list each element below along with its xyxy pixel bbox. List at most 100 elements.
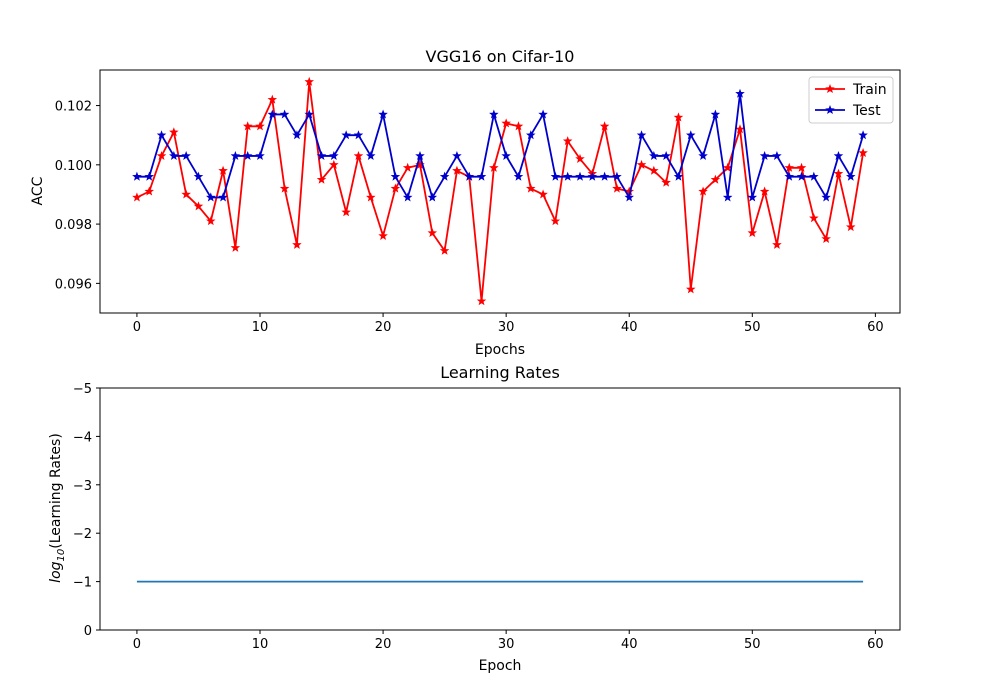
test-point: [784, 171, 794, 181]
train-point: [562, 136, 573, 146]
test-point: [402, 192, 413, 202]
test-point: [439, 171, 450, 181]
lr-plot-frame: [99, 387, 901, 631]
acc-xtick-label: 60: [867, 320, 884, 335]
train-point: [747, 227, 758, 238]
test-point: [156, 130, 167, 140]
acc-legend: Train Test: [808, 76, 894, 124]
train-point: [230, 242, 241, 252]
lr-yticks: 0 −1 −2 −3 −4 −5: [73, 382, 100, 639]
test-point: [686, 130, 696, 140]
test-point: [390, 171, 401, 181]
lr-xaxis-label: Epoch: [479, 658, 522, 674]
train-point: [267, 94, 278, 104]
train-point: [415, 159, 425, 169]
train-point: [673, 112, 684, 122]
test-point: [452, 150, 462, 160]
train-point: [809, 213, 819, 223]
lr-xtick-label: 30: [498, 637, 515, 652]
train-point: [390, 183, 401, 193]
lr-ytick-label: −3: [73, 479, 92, 494]
train-point: [550, 216, 561, 226]
test-point: [575, 171, 585, 181]
train-point: [489, 162, 499, 172]
acc-xaxis-label: Epochs: [475, 342, 525, 358]
test-point: [858, 130, 868, 140]
train-point: [501, 118, 511, 128]
train-point: [427, 227, 438, 238]
lr-xtick-label: 20: [375, 637, 392, 652]
test-point: [550, 171, 561, 181]
lr-chart: Learning Rates Epoch log10(Learning Rate…: [48, 363, 901, 674]
test-point: [489, 109, 499, 119]
lr-xtick-label: 50: [744, 637, 761, 652]
test-point: [292, 130, 302, 140]
test-point: [218, 192, 228, 202]
lr-xticks: 0 10 20 30 40 50 60: [133, 630, 884, 652]
train-point: [661, 177, 671, 187]
train-point: [439, 245, 450, 255]
train-point: [156, 150, 167, 160]
acc-yticks: 0.096 0.098 0.100 0.102: [55, 100, 100, 292]
test-point: [698, 150, 708, 160]
train-point: [636, 159, 647, 169]
test-point: [169, 150, 179, 160]
test-point: [427, 192, 438, 202]
test-point: [378, 109, 388, 119]
train-point: [304, 76, 314, 86]
test-point: [538, 109, 548, 119]
test-point: [599, 171, 610, 181]
train-point: [722, 162, 733, 172]
test-point: [267, 109, 278, 119]
train-point: [255, 121, 265, 131]
train-point: [784, 162, 794, 172]
acc-xtick-label: 10: [252, 320, 269, 335]
acc-xtick-label: 20: [375, 320, 392, 335]
test-point: [476, 171, 487, 181]
train-point: [698, 186, 708, 196]
acc-xtick-label: 50: [744, 320, 761, 335]
train-point: [772, 239, 782, 249]
train-point: [193, 201, 204, 211]
train-point: [476, 296, 487, 306]
lr-ytick-label: 0: [84, 624, 92, 639]
acc-xticks: 0 10 20 30 40 50 60: [133, 313, 884, 335]
train-point: [181, 189, 191, 199]
lr-ytick-label: −5: [73, 382, 92, 397]
test-point: [415, 150, 425, 160]
train-point: [513, 121, 524, 131]
test-point: [673, 171, 684, 181]
acc-xtick-label: 40: [621, 320, 638, 335]
test-point: [279, 109, 290, 119]
train-point: [526, 183, 536, 193]
test-point: [772, 150, 782, 160]
train-point: [759, 186, 770, 196]
train-point: [316, 174, 327, 184]
lr-ytick-label: −2: [73, 527, 92, 542]
test-point: [821, 192, 831, 202]
lr-xtick-label: 40: [621, 637, 638, 652]
test-point: [661, 150, 671, 160]
test-point: [624, 192, 634, 202]
acc-chart: VGG16 on Cifar-10 Epochs ACC 0 10 20 30 40 50…: [30, 47, 901, 358]
train-point: [538, 189, 548, 199]
acc-ytick-label: 0.096: [55, 277, 92, 292]
lr-ylabel-suffix: (Learning Rates): [48, 433, 64, 549]
test-point: [206, 192, 216, 202]
test-point: [735, 88, 745, 98]
train-point: [735, 124, 745, 134]
test-point: [649, 150, 659, 160]
legend-marker-test: [825, 105, 835, 115]
lr-ylabel-subscript: 10: [56, 549, 67, 562]
test-point: [526, 130, 536, 140]
train-point: [821, 233, 831, 243]
train-point: [796, 162, 807, 172]
train-point: [242, 121, 253, 131]
acc-yaxis-label: ACC: [30, 176, 46, 205]
test-point: [255, 150, 265, 160]
acc-ytick-label: 0.102: [55, 100, 92, 115]
lr-ylabel-log: log: [48, 561, 64, 582]
test-point: [501, 150, 511, 160]
test-point: [513, 171, 524, 181]
lr-yaxis-label: log10(Learning Rates): [48, 433, 67, 583]
